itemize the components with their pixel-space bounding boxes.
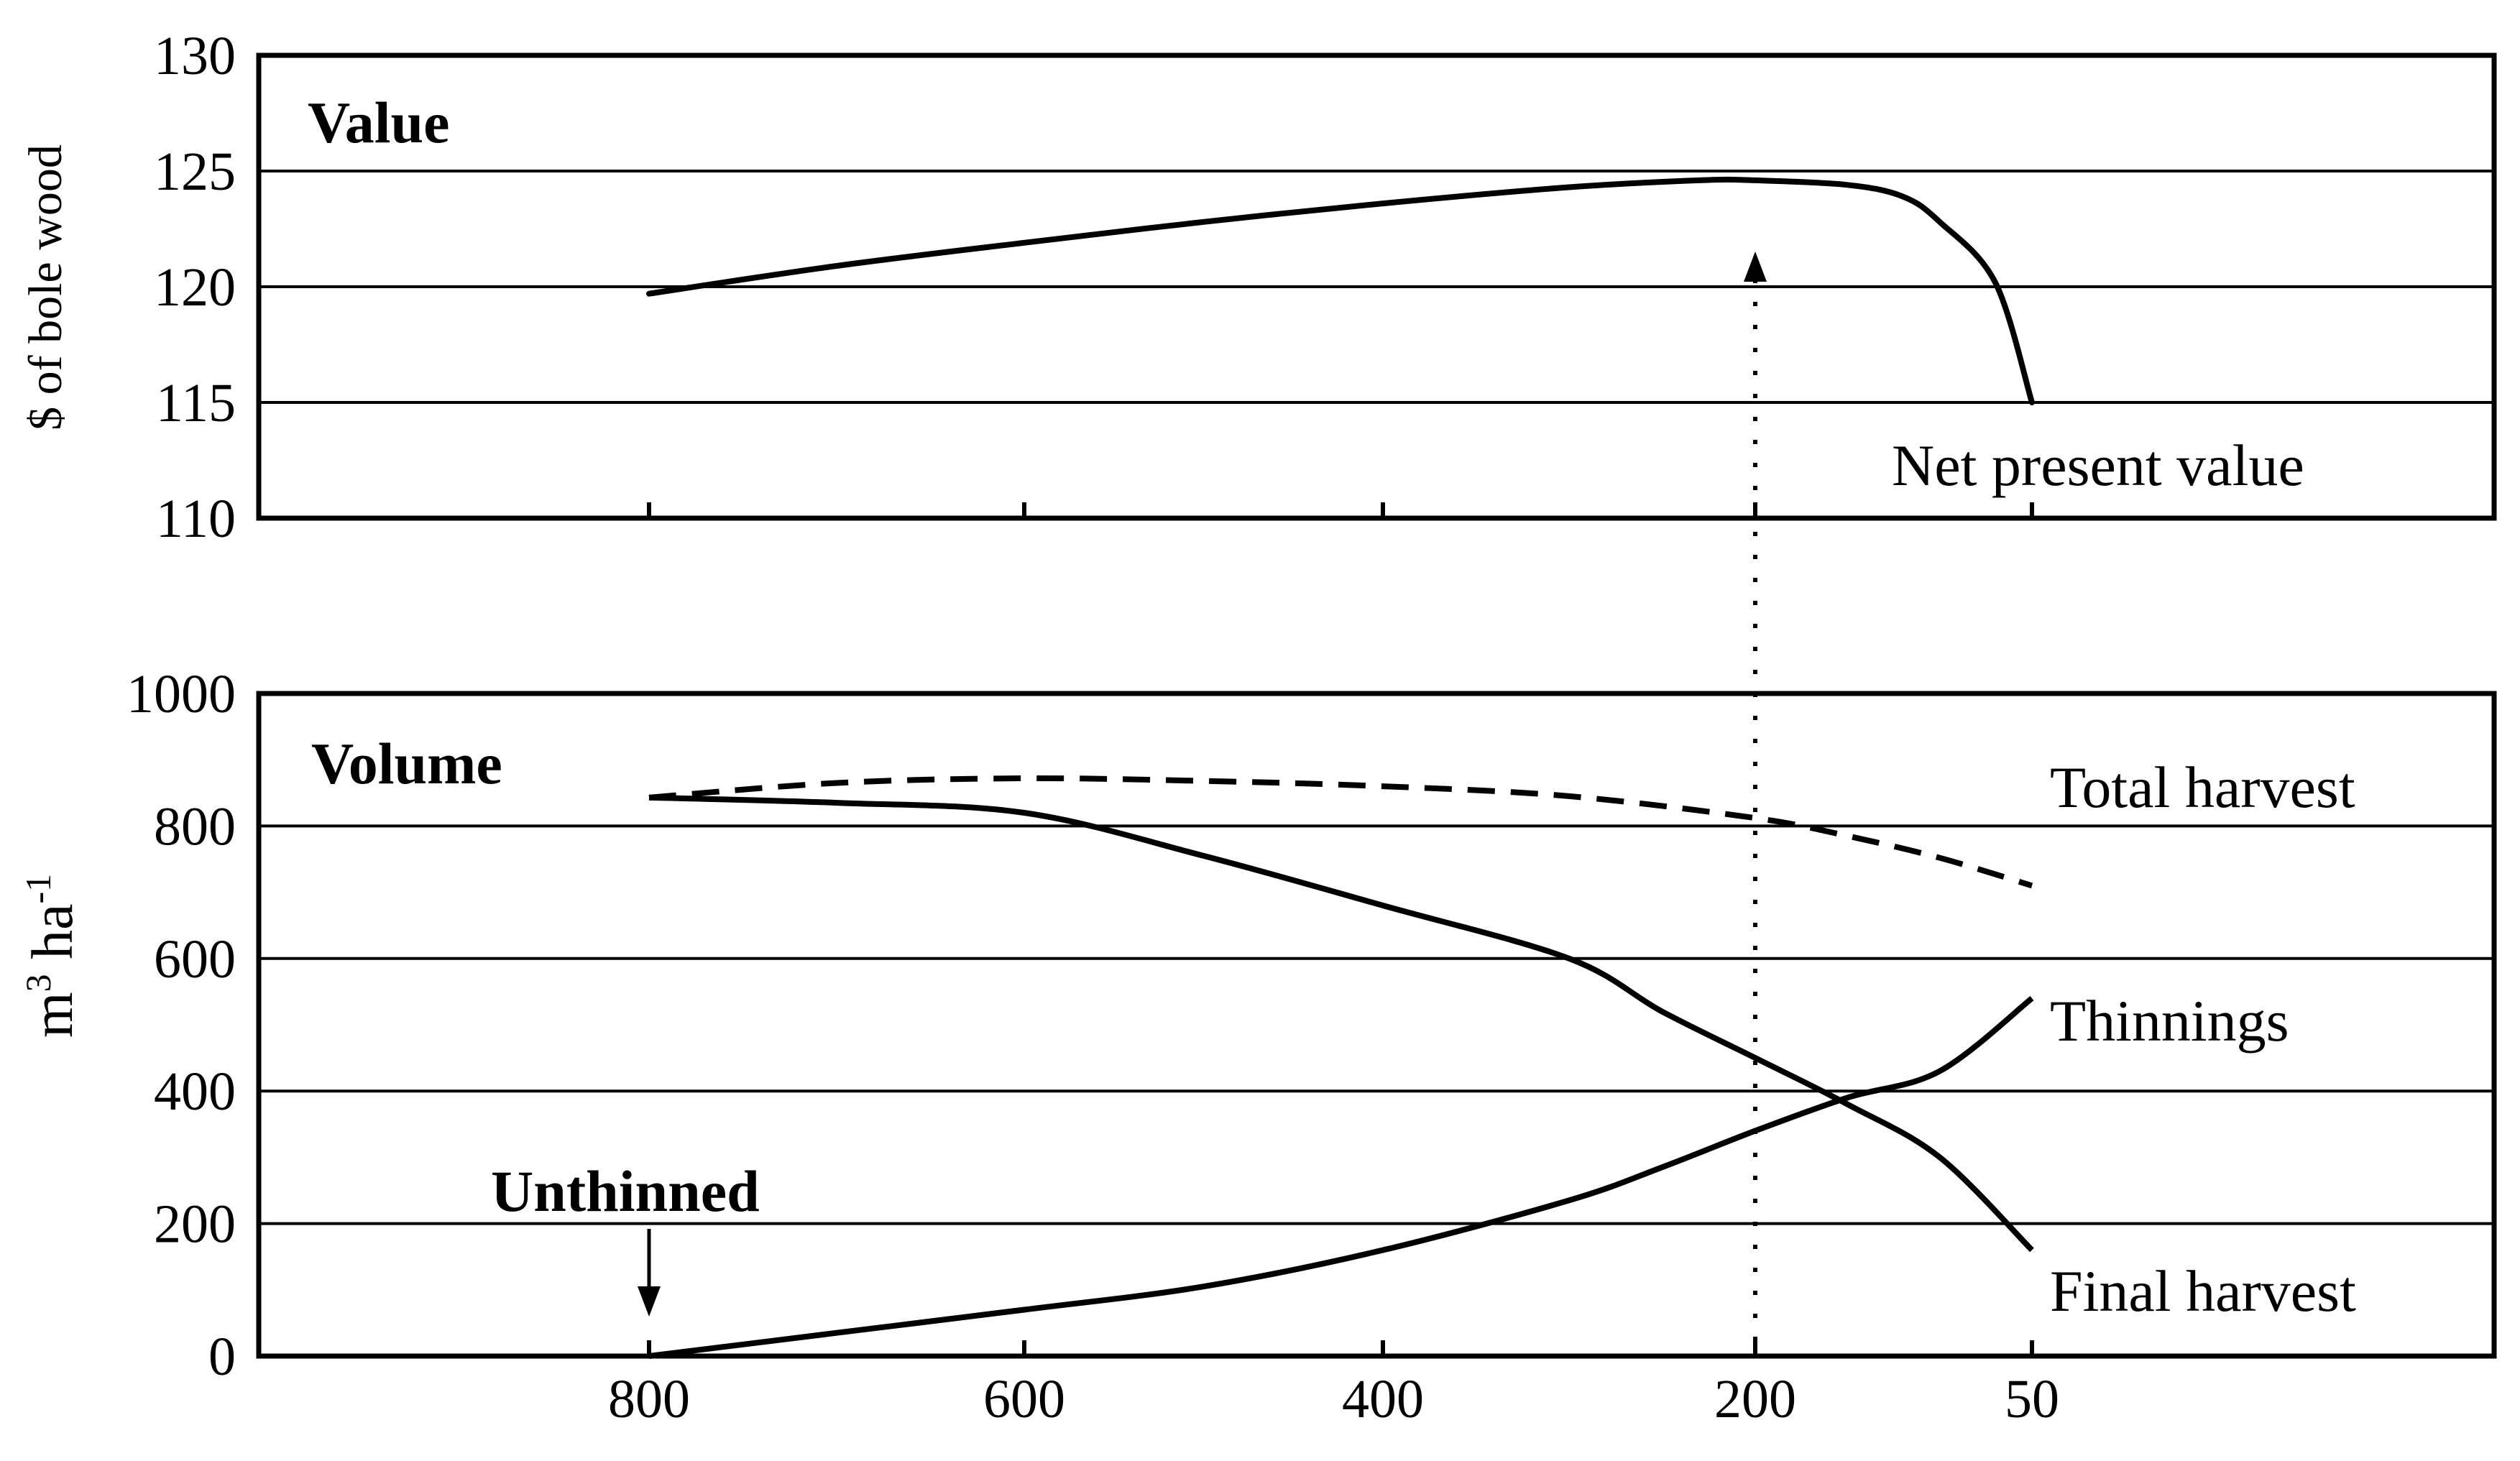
volume-gridlines bbox=[259, 824, 2494, 1225]
thinnings-label: Thinnings bbox=[2050, 988, 2289, 1054]
value-plot-frame bbox=[256, 52, 2497, 521]
total-harvest-line bbox=[648, 775, 2033, 889]
ylabel-base: m bbox=[19, 992, 85, 1038]
unthinned-annotation: Unthinned bbox=[491, 1158, 760, 1224]
unthinned-arrow-head bbox=[638, 1286, 661, 1317]
volume-y-tick-label: 200 bbox=[154, 1194, 236, 1255]
value-panel: 130 125 120 115 110 Value $ of bole wood Net… bbox=[19, 26, 2497, 549]
x-tick-label: 800 bbox=[608, 1369, 690, 1429]
volume-x-axis-ticks: 800 600 400 200 50 bbox=[608, 1340, 2059, 1429]
volume-y-tick-label: 1000 bbox=[127, 664, 236, 724]
final-harvest-line bbox=[648, 794, 2034, 1253]
total-harvest-label: Total harvest bbox=[2050, 755, 2355, 820]
volume-y-tick-label: 0 bbox=[208, 1327, 236, 1387]
volume-y-tick-labels: 1000 800 600 400 200 0 bbox=[127, 664, 236, 1387]
ylabel-sup2: -1 bbox=[18, 874, 58, 904]
value-x-tick-marks bbox=[647, 502, 2034, 518]
value-y-tick-label: 120 bbox=[154, 257, 236, 318]
thinnings-line bbox=[648, 995, 2034, 1359]
volume-y-axis-label: m3 ha-1 bbox=[18, 874, 85, 1038]
unthinned-arrow bbox=[638, 1229, 661, 1317]
value-series bbox=[646, 176, 2035, 405]
value-panel-title: Value bbox=[308, 90, 449, 155]
volume-y-tick-label: 800 bbox=[154, 796, 236, 857]
value-gridlines bbox=[259, 170, 2494, 404]
value-y-tick-label: 130 bbox=[154, 26, 236, 86]
value-y-tick-label: 125 bbox=[154, 142, 236, 202]
optimum-indicator bbox=[1744, 252, 1767, 1356]
value-y-tick-label: 115 bbox=[156, 373, 236, 433]
optimum-arrow-head bbox=[1744, 252, 1767, 282]
x-tick-label: 600 bbox=[983, 1369, 1065, 1429]
x-tick-label: 400 bbox=[1342, 1369, 1424, 1429]
final-harvest-label: Final harvest bbox=[2050, 1258, 2356, 1324]
ylabel-sup1: 3 bbox=[18, 974, 58, 992]
volume-plot-frame bbox=[256, 691, 2497, 1359]
value-y-axis-label: $ of bole wood bbox=[19, 144, 72, 430]
volume-y-tick-label: 400 bbox=[154, 1061, 236, 1122]
value-y-tick-labels: 130 125 120 115 110 bbox=[154, 26, 236, 549]
volume-panel-title: Volume bbox=[311, 731, 502, 796]
value-y-tick-label: 110 bbox=[156, 489, 236, 549]
net-present-value-line bbox=[646, 176, 2035, 405]
net-present-value-label: Net present value bbox=[1892, 433, 2304, 498]
x-tick-label: 50 bbox=[2005, 1369, 2059, 1429]
x-tick-label: 200 bbox=[1714, 1369, 1796, 1429]
volume-y-tick-label: 600 bbox=[154, 929, 236, 990]
volume-series bbox=[648, 775, 2034, 1359]
ylabel-mid: ha bbox=[19, 903, 85, 974]
